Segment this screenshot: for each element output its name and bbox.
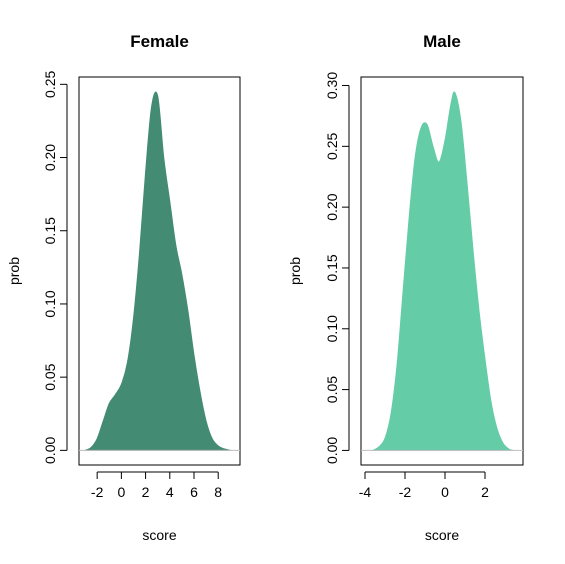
chart-title-male: Male (423, 32, 461, 51)
y-tick-label: 0.20 (324, 193, 340, 220)
density-area-male (371, 91, 514, 451)
y-tick-label: 0.00 (324, 437, 340, 464)
x-tick-label: -2 (91, 484, 104, 500)
x-tick-label: 2 (481, 484, 489, 500)
x-tick-label: 6 (190, 484, 198, 500)
y-tick-label: 0.10 (42, 290, 58, 317)
y-tick-label: 0.05 (324, 376, 340, 403)
x-tick-label: 8 (214, 484, 222, 500)
x-tick-label: -2 (399, 484, 412, 500)
y-tick-label: 0.15 (42, 217, 58, 244)
y-tick-label: 0.25 (42, 70, 58, 97)
plot-frame-male (360, 76, 524, 466)
x-tick-label: 2 (142, 484, 150, 500)
y-axis-male: 0.00 0.05 0.10 0.15 0.20 0.25 0.30 (324, 72, 350, 464)
x-axis-label-male: score (425, 527, 459, 543)
y-tick-label: 0.20 (42, 144, 58, 171)
y-tick-label: 0.15 (324, 254, 340, 281)
panel-female: Female -2 0 2 4 6 8 0.000.050.100.150.200.25 … (6, 32, 241, 543)
y-tick-label: 0.10 (324, 315, 340, 342)
y-tick-label: 0.30 (324, 72, 340, 99)
y-tick-label: 0.05 (42, 363, 58, 390)
x-tick-label: 0 (441, 484, 449, 500)
x-axis-male: -4 -2 0 2 (359, 449, 523, 500)
x-tick-label: 0 (117, 484, 125, 500)
y-axis-label-male: prob (287, 257, 303, 285)
panel-male: Male -4 -2 0 2 0.00 0.05 0.10 0.15 0.20 0.25 0.30… (287, 32, 524, 543)
x-axis-label-female: score (142, 527, 176, 543)
y-tick-label: 0.00 (42, 437, 58, 464)
plot-frame-female (78, 76, 241, 466)
x-tick-label: 4 (166, 484, 174, 500)
x-axis-female: -2 0 2 4 6 8 (79, 449, 240, 500)
y-axis-female: 0.00 0.05 0.10 0.15 0.20 0.25 (42, 70, 68, 464)
chart-title-female: Female (130, 32, 189, 51)
x-tick-label: -4 (359, 484, 372, 500)
y-tick-label: 0.25 (324, 132, 340, 159)
y-axis-label-female: prob (6, 257, 22, 285)
density-area-female (84, 91, 231, 451)
